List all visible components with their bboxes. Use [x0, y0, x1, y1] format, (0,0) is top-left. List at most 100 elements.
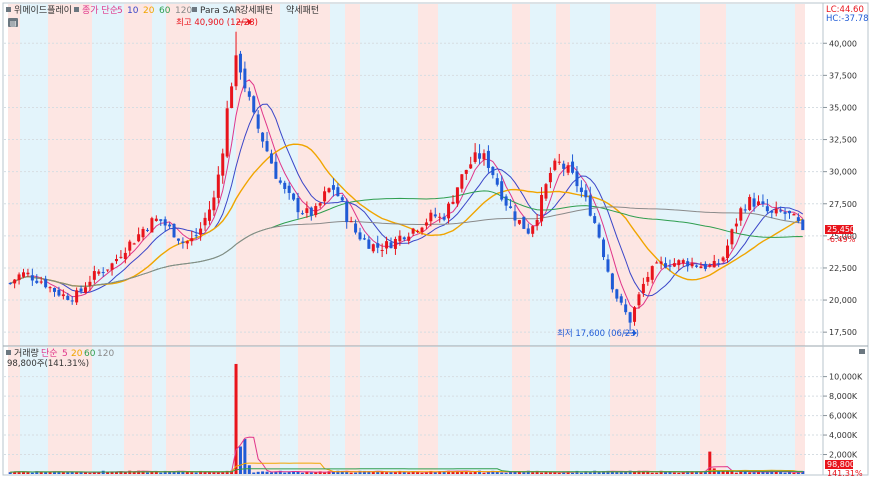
legend-stock-name: 위메이드플레이: [14, 5, 72, 16]
volume-bar: [486, 471, 490, 474]
band: [438, 347, 512, 474]
volume-bar: [429, 470, 433, 474]
band: [726, 4, 795, 346]
candle-body: [123, 252, 127, 260]
volume-bar: [770, 470, 774, 474]
band: [656, 4, 700, 346]
candle-body: [641, 283, 645, 293]
band: [700, 347, 726, 474]
candle-body: [739, 208, 743, 221]
volume-bar: [721, 471, 725, 474]
candle-body: [331, 185, 335, 190]
volume-bar: [194, 472, 198, 474]
volume-bar: [411, 471, 415, 474]
candle-body: [393, 238, 397, 249]
volume-bar: [154, 471, 158, 474]
expand-icon[interactable]: [8, 18, 18, 27]
candle-body: [172, 223, 176, 238]
volume-bar: [695, 471, 699, 474]
candle-body: [681, 260, 685, 264]
candle-body: [761, 201, 765, 205]
candle-body: [354, 223, 358, 233]
current-change-text: -6.49%: [827, 235, 856, 244]
candle-body: [110, 263, 114, 270]
candle-body: [690, 263, 694, 267]
band: [236, 347, 280, 474]
band: [190, 347, 236, 474]
volume-bar: [677, 472, 681, 474]
volume-legend-icon[interactable]: [6, 350, 11, 355]
candle-body: [137, 234, 141, 242]
candle-body: [460, 174, 464, 189]
volume-bar: [584, 471, 588, 474]
volume-bar: [588, 472, 592, 474]
ma-line-120: [9, 206, 803, 287]
volume-bar: [75, 472, 79, 474]
candle-body: [447, 203, 451, 219]
volume-bar: [726, 470, 730, 474]
volume-bar: [424, 472, 428, 474]
candle-body: [504, 196, 508, 206]
candle-body: [203, 217, 207, 226]
band: [656, 347, 700, 474]
candle-body: [119, 256, 123, 258]
volume-bar: [491, 470, 495, 474]
volume-bar: [79, 471, 83, 474]
volume-bar: [796, 471, 800, 474]
volume-bar: [150, 471, 154, 474]
volume-bar: [371, 472, 375, 474]
candle-body: [176, 238, 180, 241]
volume-bar: [602, 471, 606, 474]
current-volume-ratio: 141.31%: [827, 469, 863, 478]
band: [190, 4, 236, 346]
volume-panel-collapse-icon[interactable]: [859, 349, 865, 354]
volume-bar: [473, 471, 477, 474]
volume-legend[interactable]: 거래량 단순 5 20 60 120 98,800주(141.31%): [6, 347, 114, 369]
candle-body: [340, 197, 344, 201]
candle-body: [57, 289, 61, 296]
candle-body: [79, 288, 83, 292]
volume-bar: [385, 472, 389, 474]
volume-bar: [225, 470, 229, 474]
candle-body: [455, 187, 459, 204]
volume-bar: [163, 470, 167, 474]
volume-bar: [517, 471, 521, 474]
band: [236, 4, 280, 346]
volume-bar: [460, 471, 464, 474]
legend-toggle-icon[interactable]: [6, 7, 11, 12]
band: [166, 347, 190, 474]
volume-bar: [331, 471, 335, 474]
candle-body: [420, 227, 424, 233]
volume-bar: [650, 472, 654, 474]
volume-bar: [358, 470, 362, 474]
volume-ma-line-60: [10, 468, 803, 473]
candle-body: [522, 216, 526, 229]
candle-body: [774, 208, 778, 214]
candle-body: [194, 235, 198, 237]
candle-body: [154, 218, 158, 221]
volume-bar: [513, 471, 517, 474]
band: [92, 347, 124, 474]
candle-body: [779, 210, 783, 212]
candle-body: [664, 263, 668, 268]
volume-tick-label: 4,000K: [829, 431, 858, 440]
volume-bar: [380, 471, 384, 474]
candle-body: [411, 228, 415, 234]
volume-bar: [287, 471, 291, 474]
candle-body: [584, 190, 588, 198]
volume-bar: [256, 471, 260, 474]
legend-ma120: 120: [175, 6, 192, 16]
candle-body: [230, 86, 234, 109]
candle-body: [646, 276, 650, 282]
candle-body: [75, 290, 79, 303]
price-tick-label: 30,000: [829, 168, 857, 177]
volume-bar: [571, 472, 575, 474]
volume-bar: [739, 471, 743, 474]
price-legend[interactable]: 위메이드플레이 종가 단순 5 10 20 60 120 Para SAR 강세…: [6, 4, 319, 28]
current-volume-text: 98,800: [827, 460, 855, 469]
candle-body: [309, 207, 313, 216]
current-price-text: 25,450: [827, 225, 855, 234]
candle-body: [602, 239, 606, 258]
